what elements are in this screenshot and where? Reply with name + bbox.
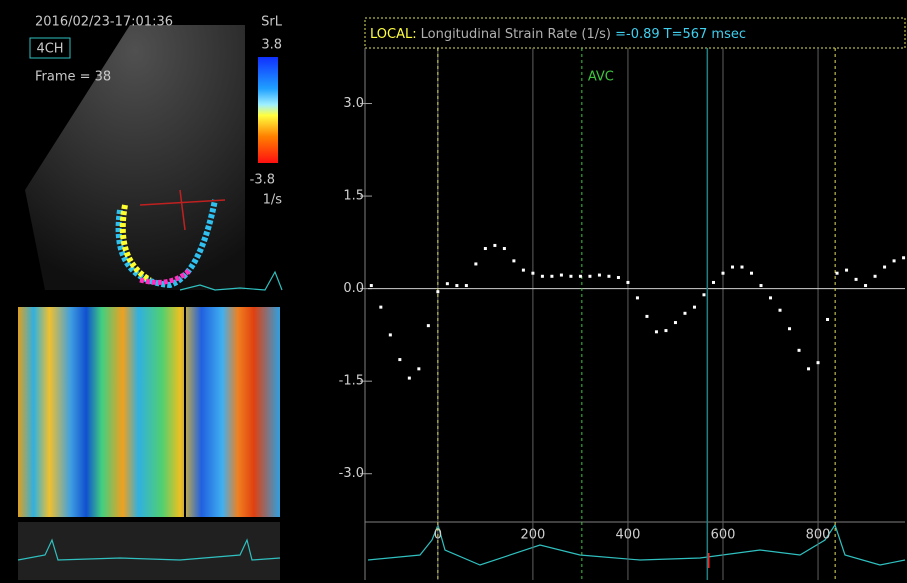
data-dot [597,273,601,277]
data-dot [464,284,468,288]
data-dot [616,276,620,280]
data-dot [702,293,706,297]
x-tick-label: 200 [520,528,545,543]
data-dot [369,284,373,288]
colorbar-title: SrL [261,15,283,30]
data-dot [845,268,849,272]
data-dot [835,271,839,275]
ecg-strip [17,538,281,561]
avc-label: AVC [588,70,614,85]
data-dot [398,358,402,362]
chart-header [364,17,906,49]
colorbar-max: 3.8 [261,38,282,53]
data-dot [388,333,392,337]
data-dot [607,274,611,278]
colorbar-min: -3.8 [250,173,275,188]
x-tick-label: 600 [711,528,736,543]
data-dot [588,274,592,278]
y-tick-label: 0.0 [343,281,364,296]
data-dot [883,265,887,269]
data-dot [721,271,725,275]
data-dot [769,296,773,300]
m-mode-strip [18,522,280,580]
data-dot [778,308,782,312]
data-dot [483,247,487,251]
data-dot [550,274,554,278]
strain-contour [115,199,218,289]
data-dot [683,311,687,315]
data-dot [854,277,858,281]
data-dot [654,330,658,334]
data-dot [502,247,506,251]
data-dot [864,284,868,288]
color-bar [258,57,278,163]
data-dot [826,317,830,321]
data-dot [664,329,668,333]
data-dot [455,284,459,288]
data-dot [578,274,582,278]
data-dot [807,367,811,371]
data-dot [379,305,383,309]
data-dot [417,367,421,371]
colorbar-unit: 1/s [263,193,283,208]
data-dot [445,282,449,286]
data-dot [750,271,754,275]
data-dot [521,268,525,272]
data-dot [436,290,440,294]
data-dot [816,361,820,365]
data-dot [512,259,516,263]
data-dot [873,274,877,278]
local-label: LOCAL: [370,27,417,42]
data-dot [531,271,535,275]
m-mode-panel [18,307,280,517]
data-dot [569,274,573,278]
x-tick-label: 400 [616,528,641,543]
strain-contour [139,268,192,285]
data-dot [426,324,430,328]
data-dot [892,259,896,263]
ultrasound-sector [25,25,245,290]
view-label: 4CH [36,42,63,57]
data-dot [740,265,744,269]
data-dot [559,273,563,277]
frame-label: Frame = 38 [35,70,111,85]
data-dot [759,284,763,288]
y-tick-label: -1.5 [339,374,364,389]
y-tick-label: 1.5 [343,189,364,204]
data-dot [711,280,715,284]
data-dot [797,348,801,352]
y-tick-label: 3.0 [343,96,364,111]
data-dot [673,321,677,325]
ecg-trace [367,523,906,566]
x-tick-label: 800 [806,528,831,543]
data-dot [493,243,497,247]
y-tick-label: -3.0 [339,466,364,481]
timestamp: 2016/02/23-17:01:36 [35,15,173,30]
data-dot [540,274,544,278]
data-dot [692,305,696,309]
data-dot [788,327,792,331]
data-dot [902,256,906,260]
data-dot [635,296,639,300]
data-dot [645,314,649,318]
data-dot [730,265,734,269]
cursor-cross [139,189,226,231]
ecg-mini [179,270,283,291]
data-dot [407,376,411,380]
data-dot [474,262,478,266]
chart-header-text: LOCAL: Longitudinal Strain Rate (1/s) =-0… [370,27,746,42]
data-dot [626,280,630,284]
view-box [29,37,71,59]
cursor-time: T=567 msec [663,27,746,42]
cursor-value: =-0.89 [615,27,660,42]
chart-title: Longitudinal Strain Rate (1/s) [421,27,616,42]
